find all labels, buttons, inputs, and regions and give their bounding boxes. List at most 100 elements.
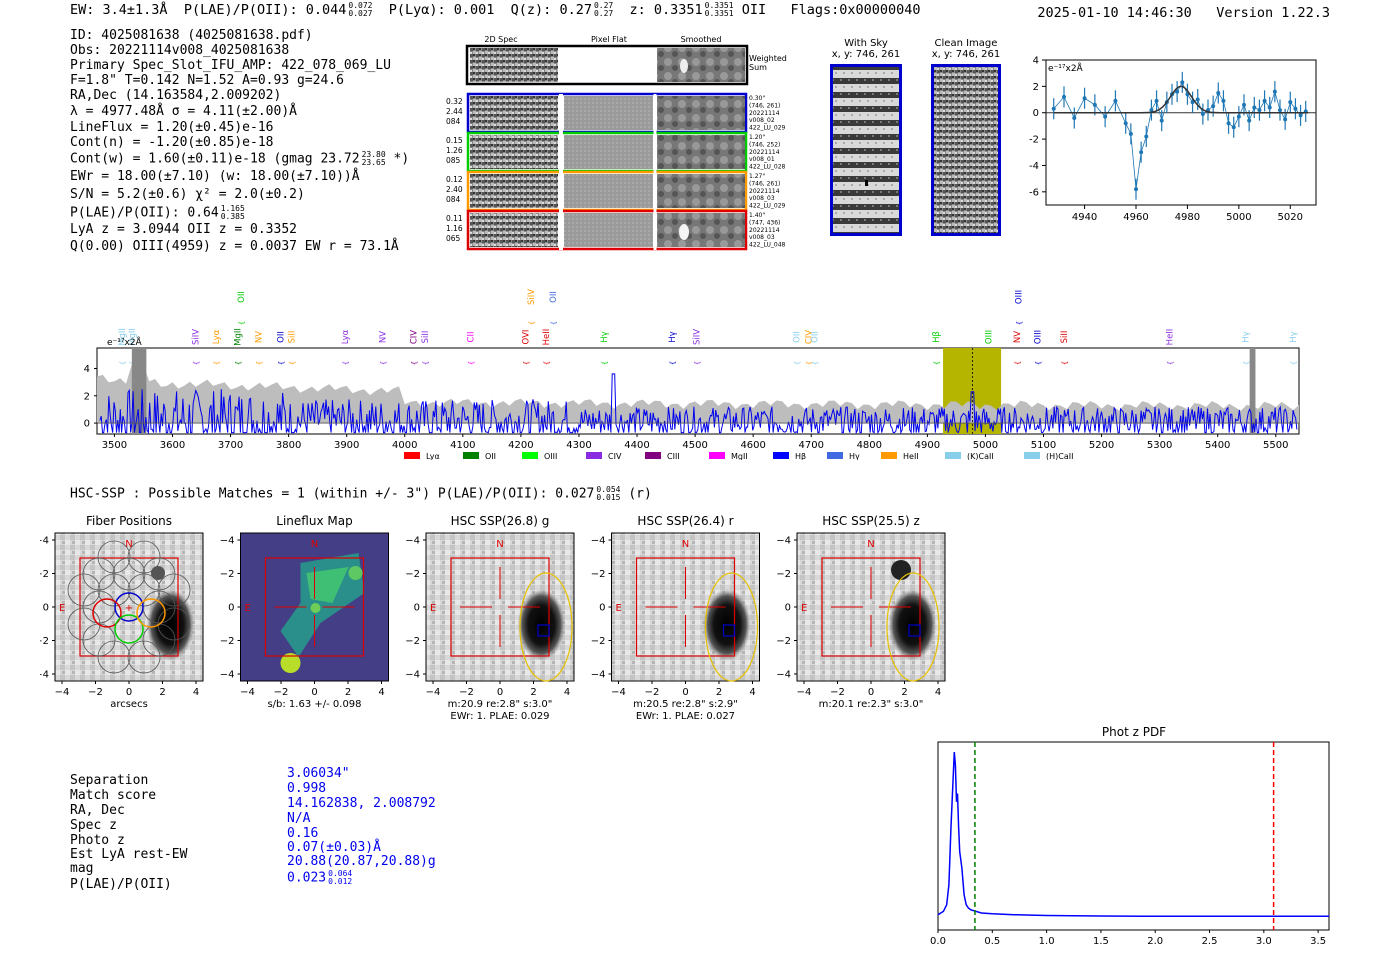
spectral-line-label: OIII	[1015, 290, 1025, 304]
spectral-line-bracket: {	[528, 321, 536, 325]
spectral-line-label: MgII	[234, 328, 244, 346]
cutout-left-label: 0.15	[446, 136, 463, 145]
cutout-right-label: v008_02	[749, 117, 775, 124]
compass-east: E	[430, 603, 436, 614]
spectral-line-label: Hγ	[1289, 331, 1299, 342]
spectral-line-bracket: {	[119, 361, 127, 365]
spectral-line-label: HeII	[542, 329, 552, 346]
spectral-line-bracket: {	[1290, 361, 1298, 365]
hsc-panel-sub1: m:20.5 re:2.8" s:2.9"	[633, 699, 738, 710]
with-sky-title: With Sky	[844, 38, 888, 49]
spectral-line-bracket: {	[1061, 361, 1069, 365]
spectrum-xtick-label: 4300	[566, 440, 591, 451]
spectrum-xtick-label: 4500	[682, 440, 707, 451]
spectrum-xtick-label: 4700	[799, 440, 824, 451]
ellipse-aperture	[886, 572, 940, 682]
spectral-line-label: OII	[237, 291, 247, 303]
spectral-line-label: SiII	[421, 331, 431, 344]
photz-xtick-label: 3.5	[1310, 936, 1326, 947]
cutout-right-label: v008_03	[749, 195, 775, 202]
spectral-line-bracket: {	[235, 361, 243, 365]
cutout-right-label: 20221114	[749, 149, 780, 156]
with-sky-source	[865, 180, 868, 186]
zoom-ytick-label: 4	[1033, 56, 1039, 67]
cutout-pixelflat	[564, 174, 653, 208]
spectrum-xtick-label: 4800	[857, 440, 882, 451]
legend-label: Hβ	[795, 452, 806, 460]
zoom-fit-curve	[1053, 85, 1309, 114]
cutout-left-label: 0.32	[446, 97, 463, 106]
spectral-line-label: SiIV	[692, 329, 702, 345]
spectral-line-label: OII	[811, 331, 821, 343]
info-plae-hi: 1.165	[220, 204, 245, 213]
spectral-line-label: OVI	[522, 330, 532, 345]
fiber-circle	[127, 573, 161, 607]
cutout-right-label: (746, 261)	[749, 102, 780, 109]
ew-value: EW: 3.4±1.3Å	[70, 2, 168, 18]
legend-label: OIII	[544, 452, 557, 460]
fiber-circle	[97, 540, 131, 574]
spectrum-mask	[1249, 348, 1256, 434]
hsc-xtick-label: 2	[901, 687, 907, 698]
legend-swatch	[1024, 452, 1040, 459]
info-lambda: λ = 4977.48Å σ = 4.11(±2.00)Å	[70, 104, 297, 119]
hsc-panels: Fiber Positions N E + −4 −4 −2 −2 0 0 2 −2 4 −4 arcsec…	[40, 514, 946, 722]
hsc-panel-title: HSC SSP(26.4) r	[637, 514, 733, 528]
spectral-line-label: OII	[793, 331, 803, 343]
hsc-panel-title: HSC SSP(26.8) g	[451, 514, 550, 528]
legend-swatch	[945, 452, 961, 459]
spectral-line-label: OII	[549, 291, 559, 303]
compass-north: N	[682, 539, 689, 550]
hsc-xtick-label: −4	[240, 687, 255, 698]
clean-xy: x, y: 746, 261	[931, 49, 1001, 60]
z-value: z: 0.3351	[629, 2, 703, 18]
legend-label: Lyα	[426, 452, 440, 460]
neighbor-source	[151, 566, 165, 580]
contw-hi: 23.80	[361, 150, 386, 159]
zoom-xtick-label: 5000	[1226, 212, 1251, 223]
spectrum-error-envelope	[97, 360, 1299, 424]
spectral-line-bracket: {	[467, 361, 475, 365]
hsc-panel-sub1: s/b: 1.63 +/- 0.098	[267, 699, 361, 710]
hsc-end: (r)	[628, 486, 652, 502]
hsc-xtick-label: −4	[797, 687, 812, 698]
hsc-xtick-label: 4	[935, 687, 941, 698]
photz-pdf-chart: Phot z PDF 0.00.51.01.52.02.53.03.5OII z…	[930, 725, 1330, 947]
clean-image	[931, 64, 1001, 236]
aperture-square	[635, 557, 736, 657]
zoom-ytick-label: 0	[1033, 108, 1039, 119]
hsc-ytick-label: −2	[776, 569, 791, 580]
legend-label: OII	[485, 452, 496, 460]
spectral-line-bracket: {	[805, 361, 813, 365]
photz-xtick-label: 3.0	[1256, 936, 1272, 947]
lineflux-region	[306, 567, 349, 603]
info-plae: P(LAE)/P(OII): 0.64 1.165 0.385	[70, 205, 245, 221]
spectrum-xtick-label: 5200	[1089, 440, 1114, 451]
info-sn: S/N = 5.2(±0.6) χ² = 2.0(±0.2)	[70, 187, 305, 202]
info-contn: Cont(n) = -1.20(±0.85)e-18	[70, 135, 274, 150]
spectral-line-label: Hγ	[600, 331, 610, 342]
match-label: Match score	[70, 788, 157, 803]
cutout-left-label: 0.12	[446, 175, 463, 184]
hsc-ytick-label: −4	[776, 670, 791, 681]
cutout-grid: 2D Spec Pixel Flat Smoothed Weighted Sum…	[446, 35, 787, 251]
plae-lo: 0.027	[348, 9, 373, 18]
cutout-left-label: 085	[446, 156, 461, 165]
hsc-lo: 0.015	[596, 493, 621, 502]
zoom-xtick-label: 5020	[1278, 212, 1303, 223]
hsc-panel-sub2: EWr: 1. PLAE: 0.027	[636, 711, 735, 722]
spectral-line-label: MgII	[128, 328, 138, 346]
cutout-right-label: 20221114	[749, 110, 780, 117]
spectrum-xtick-label: 5300	[1147, 440, 1172, 451]
hsc-xtick-label: −2	[274, 687, 289, 698]
spectral-line-label: CII	[466, 332, 476, 343]
zoom-ytick-label: 2	[1033, 82, 1039, 93]
cutout-pixelflat	[564, 96, 653, 130]
with-sky-xy: x, y: 746, 261	[831, 49, 901, 60]
hsc-xtick-label: 0	[868, 687, 874, 698]
hsc-ytick-label: −2	[776, 636, 791, 647]
hsc-xtick-label: −4	[55, 687, 70, 698]
match-plae-range: 0.064 0.012	[328, 870, 352, 886]
cutout-left-label: 084	[446, 117, 461, 126]
spectral-line-bracket: {	[601, 361, 609, 365]
